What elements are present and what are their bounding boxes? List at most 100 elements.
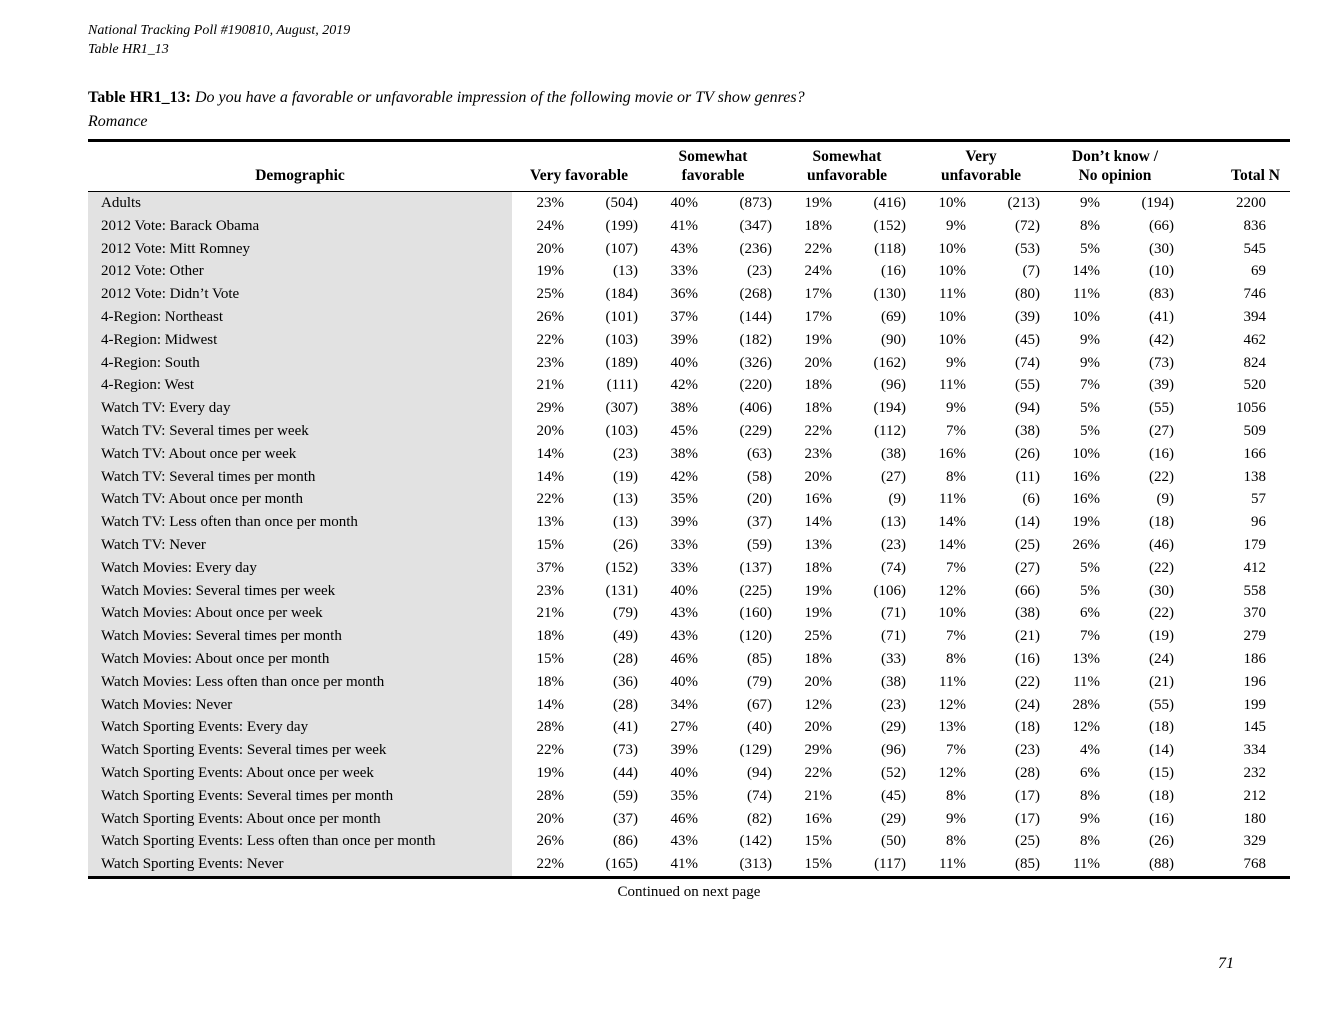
count-cell: (29) xyxy=(881,719,906,736)
percent-cell: 39% xyxy=(670,514,699,531)
percent-cell: 22% xyxy=(536,331,565,348)
total-cell: 824 xyxy=(1243,354,1267,371)
table-title-label: Table HR1_13: xyxy=(88,89,191,106)
poll-title-line: National Tracking Poll #190810, August, … xyxy=(88,23,351,38)
table-row: Watch TV: Never 15% (26) 33% (59) 13% (23) 14% (… xyxy=(88,533,1290,557)
count-cell: (38) xyxy=(881,673,906,690)
count-cell: (28) xyxy=(1015,764,1040,781)
header-dont-know: Don’t know / No opinion xyxy=(1048,140,1182,192)
percent-cell: 18% xyxy=(536,673,565,690)
count-cell: (37) xyxy=(613,810,638,827)
percent-cell: 18% xyxy=(804,377,833,394)
row-label-cell: 4-Region: South xyxy=(88,351,512,375)
table-row: Watch Sporting Events: Every day 28% (41) 2… xyxy=(88,716,1290,740)
percent-cell: 28% xyxy=(1072,696,1101,713)
count-cell: (83) xyxy=(1149,286,1174,303)
percent-cell: 15% xyxy=(536,536,565,553)
percent-cell: 13% xyxy=(938,719,967,736)
count-cell: (42) xyxy=(1149,331,1174,348)
total-cell: 186 xyxy=(1243,650,1267,667)
count-cell: (74) xyxy=(747,787,772,804)
percent-cell: 38% xyxy=(670,445,699,462)
total-cell: 57 xyxy=(1251,491,1266,508)
percent-cell: 41% xyxy=(670,217,699,234)
percent-cell: 43% xyxy=(670,240,699,257)
percent-cell: 19% xyxy=(536,263,565,280)
count-cell: (347) xyxy=(739,217,773,234)
row-label-cell: Watch TV: About once per month xyxy=(88,488,512,512)
header-total-n: Total N xyxy=(1182,140,1290,192)
count-cell: (24) xyxy=(1015,696,1040,713)
percent-cell: 14% xyxy=(536,468,565,485)
count-cell: (106) xyxy=(873,582,907,599)
table-row: Adults 23% (504) 40% (873) 19% (416) 10% (213) 9%… xyxy=(88,191,1290,215)
table-id-line: Table HR1_13 xyxy=(88,42,169,57)
percent-cell: 17% xyxy=(804,286,833,303)
count-cell: (74) xyxy=(881,559,906,576)
count-cell: (18) xyxy=(1149,719,1174,736)
count-cell: (504) xyxy=(605,195,639,211)
total-cell: 2200 xyxy=(1236,195,1266,211)
count-cell: (229) xyxy=(739,422,773,439)
percent-cell: 18% xyxy=(536,628,565,645)
percent-cell: 13% xyxy=(536,514,565,531)
row-label-cell: 2012 Vote: Other xyxy=(88,260,512,284)
total-cell: 329 xyxy=(1243,833,1267,850)
count-cell: (15) xyxy=(1149,764,1174,781)
percent-cell: 18% xyxy=(804,217,833,234)
percent-cell: 26% xyxy=(1072,536,1101,553)
percent-cell: 27% xyxy=(670,719,699,736)
count-cell: (30) xyxy=(1149,240,1174,257)
total-cell: 179 xyxy=(1243,536,1267,553)
count-cell: (55) xyxy=(1149,696,1174,713)
percent-cell: 33% xyxy=(670,263,699,280)
count-cell: (45) xyxy=(1015,331,1040,348)
percent-cell: 15% xyxy=(804,833,833,850)
percent-cell: 25% xyxy=(536,286,565,303)
percent-cell: 20% xyxy=(536,810,565,827)
percent-cell: 22% xyxy=(804,422,833,439)
percent-cell: 42% xyxy=(670,468,699,485)
percent-cell: 6% xyxy=(1080,764,1100,781)
percent-cell: 13% xyxy=(804,536,833,553)
percent-cell: 23% xyxy=(536,354,565,371)
count-cell: (189) xyxy=(605,354,639,371)
count-cell: (33) xyxy=(881,650,906,667)
total-cell: 69 xyxy=(1251,263,1266,280)
count-cell: (23) xyxy=(881,696,906,713)
percent-cell: 16% xyxy=(938,445,967,462)
percent-cell: 11% xyxy=(939,286,966,303)
row-label-cell: 4-Region: Northeast xyxy=(88,305,512,329)
percent-cell: 26% xyxy=(536,833,565,850)
count-cell: (27) xyxy=(1015,559,1040,576)
percent-cell: 40% xyxy=(670,354,699,371)
table-row: 4-Region: Northeast 26% (101) 37% (144) 17% (6… xyxy=(88,305,1290,329)
row-label-cell: Watch Movies: Never xyxy=(88,693,512,717)
count-cell: (66) xyxy=(1015,582,1040,599)
percent-cell: 37% xyxy=(670,308,699,325)
count-cell: (38) xyxy=(1015,605,1040,622)
count-cell: (18) xyxy=(1149,787,1174,804)
percent-cell: 46% xyxy=(670,650,699,667)
percent-cell: 7% xyxy=(946,742,966,759)
row-label-cell: 2012 Vote: Barack Obama xyxy=(88,214,512,238)
percent-cell: 9% xyxy=(946,400,966,417)
percent-cell: 40% xyxy=(670,582,699,599)
row-label-cell: Watch Movies: About once per month xyxy=(88,647,512,671)
count-cell: (67) xyxy=(747,696,772,713)
table-row: 2012 Vote: Mitt Romney 20% (107) 43% (236) 22… xyxy=(88,237,1290,261)
percent-cell: 8% xyxy=(1080,833,1100,850)
count-cell: (40) xyxy=(747,719,772,736)
count-cell: (58) xyxy=(747,468,772,485)
count-cell: (225) xyxy=(739,582,773,599)
total-cell: 145 xyxy=(1243,719,1267,736)
count-cell: (307) xyxy=(605,400,639,417)
percent-cell: 23% xyxy=(804,445,833,462)
total-cell: 545 xyxy=(1243,240,1267,257)
count-cell: (152) xyxy=(605,559,639,576)
count-cell: (165) xyxy=(605,856,639,873)
count-cell: (22) xyxy=(1149,605,1174,622)
percent-cell: 10% xyxy=(1072,445,1101,462)
percent-cell: 22% xyxy=(804,764,833,781)
table-row: Watch Sporting Events: Several times per… xyxy=(88,784,1290,808)
